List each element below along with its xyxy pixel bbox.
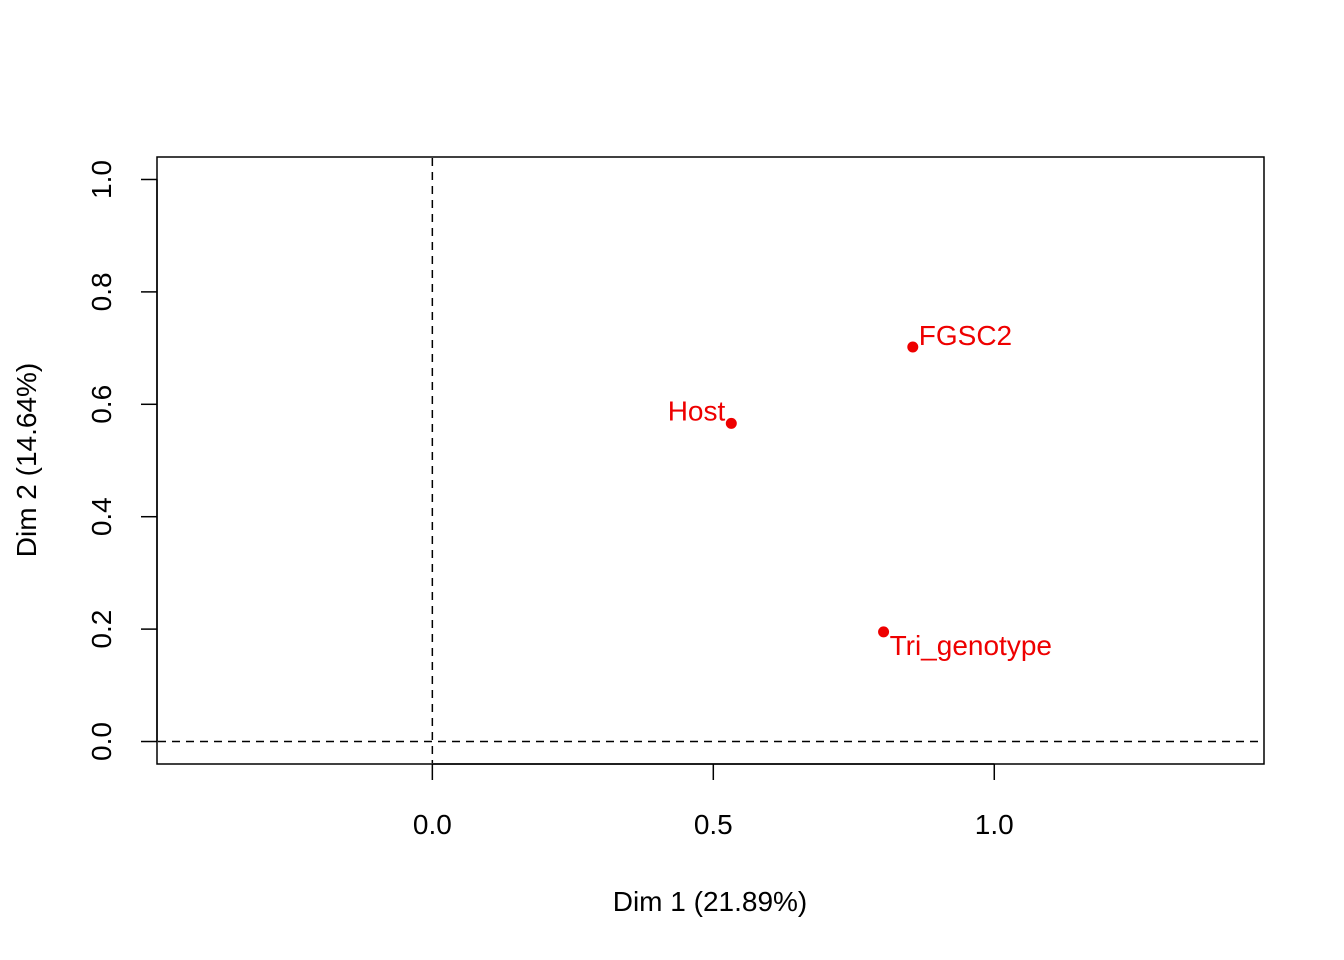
- point-label: FGSC2: [919, 320, 1012, 351]
- x-tick-label: 1.0: [975, 809, 1014, 840]
- plot-frame: [156, 156, 1265, 765]
- y-tick-label: 0.4: [86, 497, 117, 536]
- point-label: Tri_genotype: [890, 630, 1052, 661]
- point-marker: [878, 626, 890, 638]
- x-axis: 0.0 0.5 1.0: [413, 763, 1014, 840]
- y-axis-label: Dim 2 (14.64%): [11, 363, 42, 558]
- y-tick-label: 0.6: [86, 385, 117, 424]
- point-marker: [907, 341, 919, 353]
- point-marker: [725, 417, 737, 429]
- y-tick-label: 0.0: [86, 722, 117, 761]
- x-axis-label: Dim 1 (21.89%): [613, 886, 808, 917]
- y-tick-label: 1.0: [86, 160, 117, 199]
- y-tick-label: 0.2: [86, 610, 117, 649]
- y-axis: 0.0 0.2 0.4 0.6 0.8 1.0: [86, 160, 158, 761]
- point-label: Host: [668, 395, 726, 426]
- y-tick-label: 0.8: [86, 272, 117, 311]
- x-tick-label: 0.0: [413, 809, 452, 840]
- points-layer: Host FGSC2 Tri_genotype: [668, 320, 1052, 661]
- x-tick-label: 0.5: [694, 809, 733, 840]
